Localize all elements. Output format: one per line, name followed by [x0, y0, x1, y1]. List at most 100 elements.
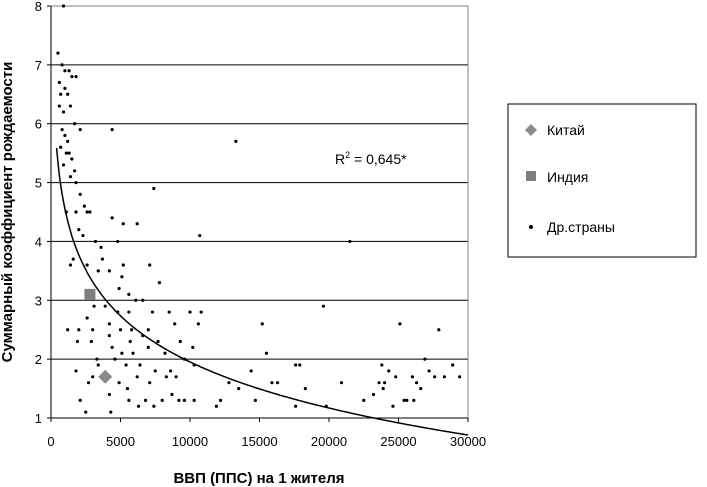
- point-other-country: [85, 210, 89, 214]
- point-other-country: [82, 204, 86, 208]
- point-other-country: [70, 75, 74, 79]
- point-other-country: [116, 239, 120, 244]
- point-other-country: [110, 128, 114, 132]
- point-other-country: [63, 86, 67, 90]
- point-other-country: [264, 351, 269, 355]
- point-other-country: [131, 351, 135, 355]
- point-other-country: [66, 92, 70, 96]
- point-other-country: [177, 398, 181, 402]
- point-other-country: [100, 257, 105, 261]
- x-axis-title: ВВП (ППС) на 1 жителя: [173, 470, 344, 487]
- point-other-country: [93, 239, 98, 244]
- y-tick-label: 5: [35, 176, 42, 191]
- point-other-country: [61, 4, 66, 8]
- point-other-country: [86, 381, 91, 385]
- point-other-country: [227, 381, 231, 385]
- point-other-country: [71, 257, 75, 261]
- point-other-country: [84, 410, 88, 414]
- point-other-country: [117, 286, 121, 291]
- point-other-country: [173, 322, 177, 326]
- point-other-country: [117, 381, 121, 385]
- point-other-country: [260, 322, 264, 326]
- y-tick-label: 7: [35, 58, 42, 73]
- point-other-country: [157, 281, 162, 285]
- y-tick-label: 4: [35, 234, 42, 249]
- point-other-country: [164, 375, 168, 379]
- point-other-country: [191, 345, 195, 349]
- point-other-country: [85, 263, 89, 267]
- axes: [47, 5, 469, 422]
- point-other-country: [81, 233, 85, 238]
- point-other-country: [103, 304, 107, 308]
- point-other-country: [170, 392, 174, 397]
- point-other-country: [74, 210, 78, 214]
- x-tick-label: 30000: [450, 434, 486, 449]
- point-other-country: [442, 375, 446, 379]
- point-india: [84, 288, 96, 300]
- point-other-country: [178, 339, 182, 344]
- point-other-country: [57, 80, 61, 85]
- point-other-country: [59, 145, 63, 149]
- x-tick-label: 10000: [172, 434, 208, 449]
- point-other-country: [427, 369, 431, 373]
- legend-china-label: Китай: [547, 122, 585, 138]
- point-other-country: [381, 386, 385, 391]
- legend-china-marker-icon: [525, 124, 537, 136]
- point-other-country: [168, 369, 173, 373]
- legend-india-marker-icon: [526, 171, 536, 181]
- point-other-country: [153, 369, 157, 373]
- point-other-country: [167, 310, 171, 314]
- point-other-country: [156, 339, 160, 344]
- y-tick-label: 6: [35, 117, 42, 132]
- x-tick-label: 15000: [241, 434, 277, 449]
- point-other-country: [182, 398, 187, 402]
- point-other-country: [110, 345, 114, 349]
- legend-india-label: Индия: [547, 169, 588, 185]
- point-other-country: [405, 398, 409, 402]
- point-other-country: [120, 351, 124, 355]
- point-other-country: [60, 128, 64, 132]
- point-other-country: [398, 322, 402, 326]
- point-other-country: [134, 298, 138, 302]
- point-other-country: [61, 110, 66, 114]
- point-other-country: [107, 269, 111, 273]
- legend: Китай Индия Др.страны: [507, 103, 697, 258]
- point-other-country: [73, 122, 77, 126]
- point-other-country: [371, 392, 376, 397]
- y-tick-label: 3: [35, 293, 42, 308]
- point-other-country: [113, 357, 117, 361]
- point-other-country: [78, 128, 82, 132]
- point-other-country: [88, 210, 92, 214]
- point-other-country: [192, 398, 196, 402]
- point-other-country: [91, 375, 95, 379]
- point-other-country: [199, 310, 203, 314]
- point-other-country: [433, 375, 437, 379]
- point-other-country: [77, 228, 81, 232]
- point-other-country: [130, 328, 134, 332]
- x-tick-label: 20000: [311, 434, 347, 449]
- gridlines: [51, 5, 468, 360]
- point-other-country: [458, 375, 462, 379]
- point-other-country: [124, 363, 128, 367]
- point-other-country: [135, 222, 139, 226]
- point-other-country: [68, 175, 73, 179]
- r-squared-annotation: R2 = 0,645*: [335, 150, 407, 167]
- point-other-country: [127, 398, 131, 402]
- legend-frame: [507, 103, 697, 258]
- point-other-country: [110, 216, 114, 220]
- y-tick-label: 8: [35, 0, 42, 14]
- point-other-country: [96, 363, 100, 367]
- point-other-country: [68, 263, 73, 267]
- point-other-country: [377, 381, 381, 385]
- point-other-country: [78, 192, 82, 196]
- point-other-country: [95, 357, 99, 361]
- point-other-country: [141, 298, 145, 302]
- point-other-country: [68, 104, 73, 108]
- trend-line: [55, 147, 469, 436]
- plot-area-frame: [50, 5, 469, 419]
- point-other-country: [214, 404, 219, 408]
- point-other-country: [182, 357, 187, 361]
- point-other-country: [387, 369, 391, 373]
- point-other-country: [402, 398, 406, 402]
- point-other-country: [437, 328, 441, 332]
